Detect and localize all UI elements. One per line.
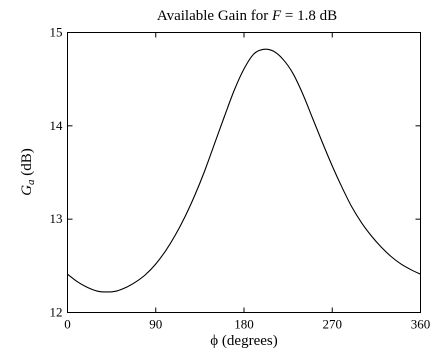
- series-line: [68, 49, 421, 292]
- x-tick-label: 0: [64, 317, 71, 332]
- x-tick-label: 180: [234, 317, 254, 332]
- y-axis-label: Ga (dB): [19, 148, 37, 196]
- x-tick-label: 360: [411, 317, 431, 332]
- y-tick-label: 13: [50, 211, 63, 226]
- axis-ticks: [68, 33, 421, 313]
- y-axis-symbol: G: [19, 185, 35, 196]
- plot-frame: [68, 33, 421, 313]
- title-suffix: = 1.8 dB: [281, 8, 337, 24]
- chart-title: Available Gain for F = 1.8 dB: [157, 8, 337, 24]
- tick-labels: 0 90 180 270 360 12 13 14 15: [50, 25, 431, 332]
- y-tick-label: 14: [50, 118, 64, 133]
- x-axis-symbol: ϕ: [210, 333, 218, 349]
- y-tick-label: 12: [50, 305, 63, 320]
- x-axis-unit: (degrees): [218, 333, 278, 349]
- y-tick-label: 15: [50, 25, 63, 40]
- title-prefix: Available Gain for: [157, 8, 272, 24]
- x-tick-label: 270: [323, 317, 343, 332]
- y-axis-unit: (dB): [19, 148, 35, 179]
- x-tick-label: 90: [149, 317, 162, 332]
- x-axis-label: ϕ (degrees): [210, 333, 277, 349]
